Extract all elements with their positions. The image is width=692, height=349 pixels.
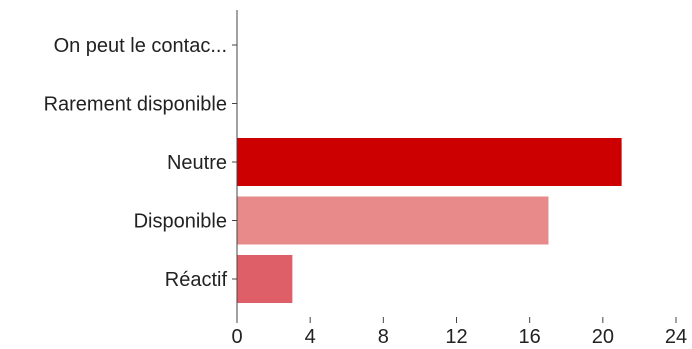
x-tick-label-2: 8 (378, 326, 389, 348)
category-label-4: Réactif (165, 269, 228, 291)
bar-3 (237, 196, 549, 245)
bar-2 (237, 138, 622, 186)
axes-group (232, 10, 677, 323)
bars-group (237, 138, 622, 303)
category-label-0: On peut le contac... (54, 35, 227, 57)
x-tick-label-1: 4 (305, 326, 316, 348)
category-label-2: Neutre (167, 152, 227, 174)
x-tick-label-0: 0 (231, 326, 242, 348)
x-tick-label-4: 16 (519, 326, 541, 348)
x-tick-label-6: 24 (665, 326, 687, 348)
x-tick-label-3: 12 (445, 326, 467, 348)
category-label-3: Disponible (134, 211, 227, 233)
x-tick-label-5: 20 (592, 326, 614, 348)
category-label-1: Rarement disponible (44, 94, 227, 116)
bar-4 (237, 255, 293, 303)
labels-group: On peut le contac... Rarement disponible N… (44, 35, 688, 348)
